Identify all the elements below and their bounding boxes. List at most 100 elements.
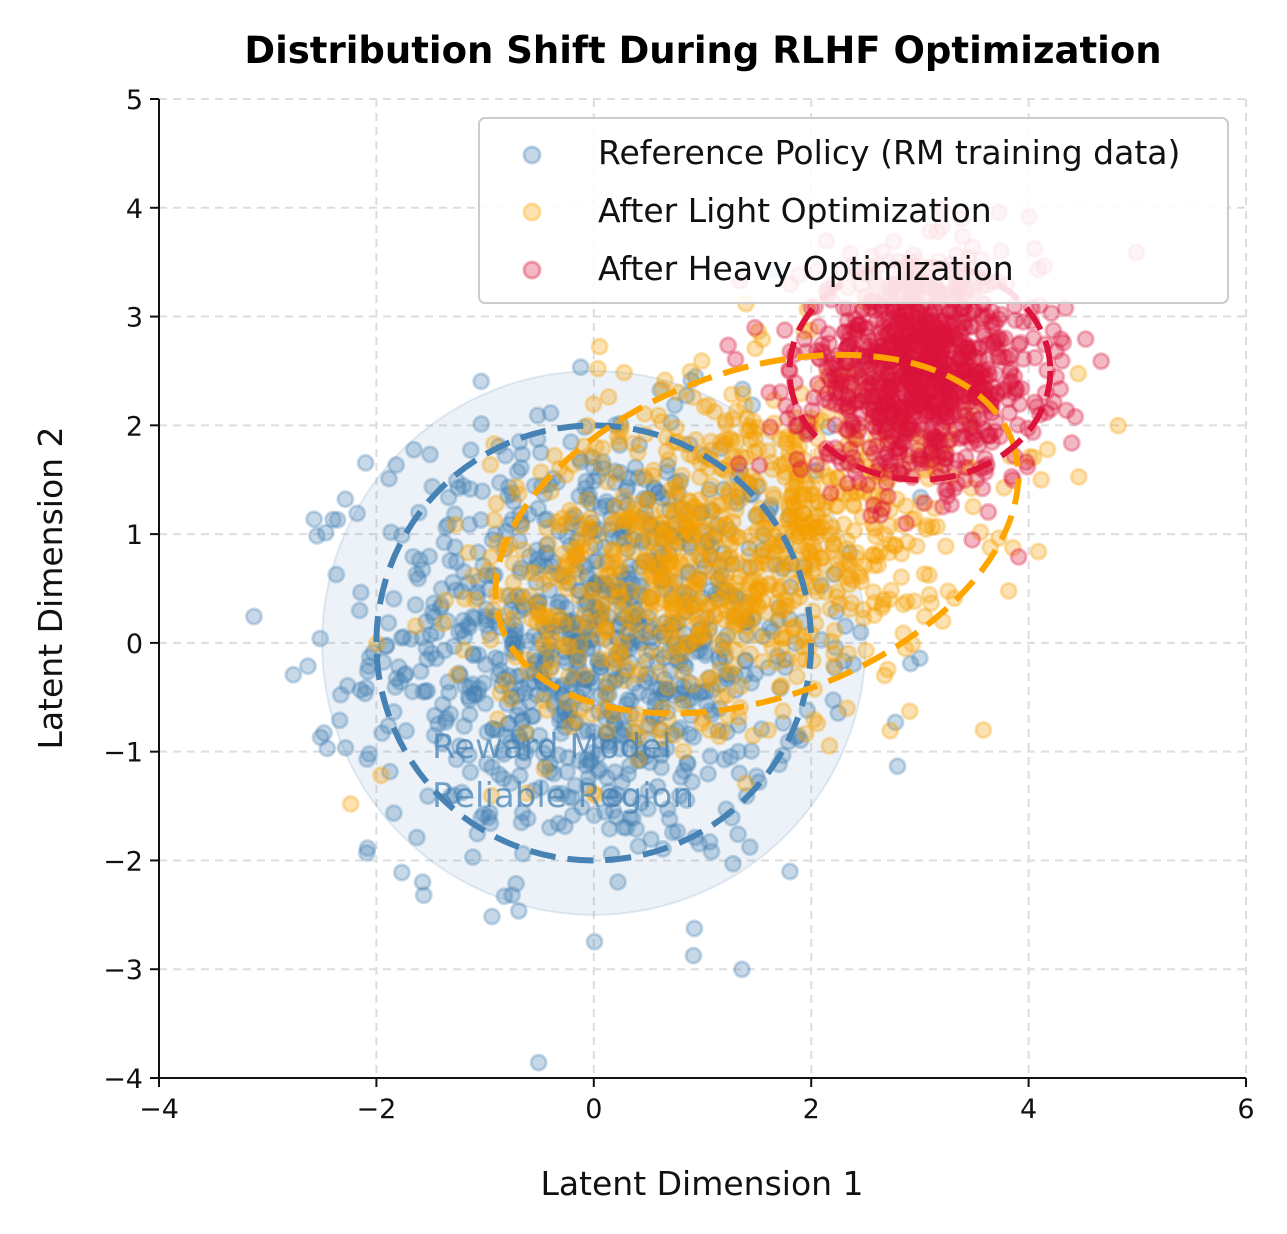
reference-point bbox=[709, 649, 728, 668]
y-tick-label: 0 bbox=[126, 629, 143, 660]
reference-point bbox=[413, 560, 432, 579]
light-opt-point bbox=[674, 742, 693, 761]
light-opt-point bbox=[539, 535, 558, 554]
heavy-opt-point bbox=[1052, 351, 1071, 370]
reference-point bbox=[579, 670, 598, 689]
reference-point bbox=[708, 570, 727, 589]
reference-point bbox=[577, 472, 596, 491]
reference-point bbox=[538, 510, 557, 529]
reference-point bbox=[540, 754, 559, 773]
reference-point bbox=[724, 854, 743, 873]
reference-point bbox=[700, 546, 719, 565]
reference-point bbox=[700, 619, 719, 638]
reference-point bbox=[360, 744, 379, 763]
heavy-opt-point bbox=[897, 514, 916, 533]
reference-point bbox=[523, 660, 542, 679]
reference-point bbox=[589, 762, 608, 781]
reference-point bbox=[585, 521, 604, 540]
heavy-opt-point bbox=[936, 481, 955, 500]
reference-series bbox=[244, 260, 930, 1072]
reference-point bbox=[550, 625, 569, 644]
light-opt-point bbox=[580, 581, 599, 600]
reference-point bbox=[621, 808, 640, 827]
reference-point bbox=[569, 647, 588, 666]
reference-point bbox=[696, 646, 715, 665]
light-opt-point bbox=[488, 709, 507, 728]
light-opt-point bbox=[542, 482, 561, 501]
reference-point bbox=[541, 404, 560, 423]
reference-point bbox=[407, 565, 426, 584]
reference-point bbox=[638, 489, 657, 508]
reference-point bbox=[596, 709, 615, 728]
reference-point bbox=[557, 598, 576, 617]
reference-point bbox=[666, 515, 685, 534]
reference-point bbox=[676, 602, 695, 621]
reference-point bbox=[663, 823, 682, 842]
reference-point bbox=[502, 688, 521, 707]
light-opt-point bbox=[847, 549, 866, 568]
reference-point bbox=[725, 665, 744, 684]
reliable-region-circle bbox=[321, 369, 867, 916]
reference-point bbox=[469, 543, 488, 562]
reference-point bbox=[607, 628, 626, 647]
reference-point bbox=[450, 737, 469, 756]
reference-point bbox=[564, 671, 583, 690]
heavy-opt-point bbox=[761, 418, 780, 437]
reference-point bbox=[629, 740, 648, 759]
reference-point bbox=[534, 656, 553, 675]
legend-marker-heavy bbox=[522, 260, 542, 280]
reference-point bbox=[566, 670, 585, 689]
reference-point bbox=[527, 541, 546, 560]
reference-point bbox=[664, 686, 683, 705]
heavy-opt-point bbox=[847, 321, 866, 340]
heavy-opt-point bbox=[942, 495, 961, 514]
reference-point bbox=[540, 641, 559, 660]
reference-point bbox=[612, 563, 631, 582]
reference-point bbox=[628, 631, 647, 650]
light-opt-point bbox=[716, 641, 735, 660]
reference-point bbox=[621, 653, 640, 672]
reference-point bbox=[639, 782, 658, 801]
x-tick-label: 2 bbox=[803, 1094, 820, 1125]
reference-point bbox=[700, 832, 719, 851]
light-opt-point bbox=[481, 631, 500, 650]
reference-point bbox=[748, 477, 767, 496]
reference-point bbox=[511, 666, 530, 685]
reference-point bbox=[642, 641, 661, 660]
reference-point bbox=[605, 462, 624, 481]
reference-point bbox=[665, 636, 684, 655]
light-opt-point bbox=[537, 701, 556, 720]
reference-point bbox=[682, 597, 701, 616]
light-opt-point bbox=[651, 645, 670, 664]
light-opt-point bbox=[701, 668, 720, 687]
reference-point bbox=[672, 684, 691, 703]
reference-point bbox=[620, 469, 639, 488]
reference-point bbox=[596, 629, 615, 648]
reference-point bbox=[598, 768, 617, 787]
light-opt-point bbox=[650, 663, 669, 682]
legend-label-reference: Reference Policy (RM training data) bbox=[598, 133, 1180, 172]
reference-point bbox=[716, 665, 735, 684]
light-opt-point bbox=[820, 526, 839, 545]
reference-point bbox=[454, 611, 473, 630]
reference-point bbox=[641, 830, 660, 849]
light-opt-point bbox=[570, 636, 589, 655]
reference-point bbox=[728, 487, 747, 506]
light-opt-point bbox=[707, 523, 726, 542]
reference-point bbox=[650, 623, 669, 642]
reference-point bbox=[570, 751, 589, 770]
reference-point bbox=[680, 534, 699, 553]
reference-point bbox=[653, 530, 672, 549]
reference-point bbox=[424, 607, 443, 626]
reference-point bbox=[463, 607, 482, 626]
reference-point bbox=[298, 657, 317, 676]
light-opt-point bbox=[447, 665, 466, 684]
reference-point bbox=[563, 806, 582, 825]
reference-point bbox=[450, 666, 469, 685]
light-opt-point bbox=[865, 593, 884, 612]
light-opt-point bbox=[659, 450, 678, 469]
heavy-opt-point bbox=[826, 394, 845, 413]
reference-point bbox=[829, 704, 848, 723]
reference-point bbox=[452, 783, 471, 802]
reference-point bbox=[449, 622, 468, 641]
